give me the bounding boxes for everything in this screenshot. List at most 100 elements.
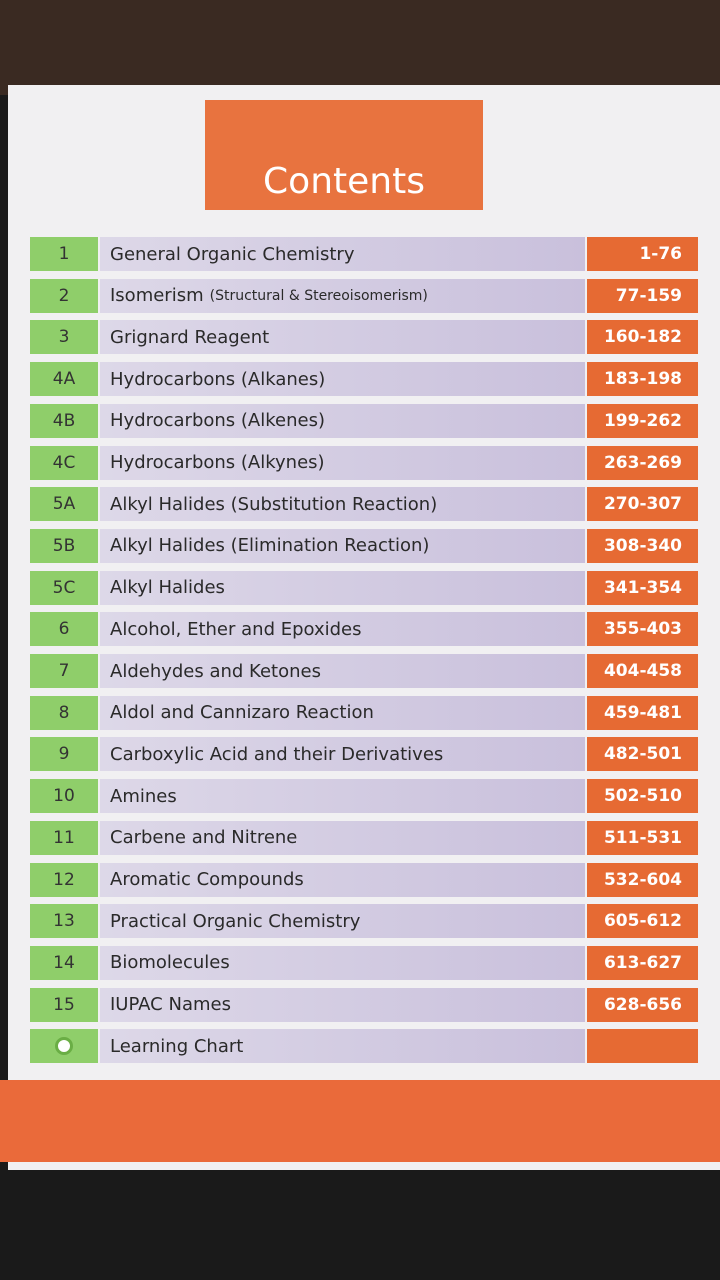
chapter-title: Biomolecules [100,945,585,980]
page-range: 628-656 [587,987,698,1022]
chapter-number: 6 [30,612,98,647]
chapter-name: Aromatic Compounds [110,869,304,890]
table-row: 4C Hydrocarbons (Alkynes) 263-269 [30,445,698,480]
chapter-subtitle: (Structural & Stereoisomerism) [209,287,428,304]
page-range: 605-612 [587,904,698,939]
chapter-title: Hydrocarbons (Alkenes) [100,403,585,438]
chapter-title: Amines [100,779,585,814]
chapter-number: 10 [30,779,98,814]
chapter-title: Isomerism (Structural & Stereoisomerism) [100,278,585,313]
table-row: 9 Carboxylic Acid and their Derivatives 48… [30,737,698,772]
table-row: 13 Practical Organic Chemistry 605-612 [30,904,698,939]
chapter-number: 12 [30,862,98,897]
table-row: 6 Alcohol, Ether and Epoxides 355-403 [30,612,698,647]
chapter-name: Aldol and Cannizaro Reaction [110,702,374,724]
table-row: 2 Isomerism (Structural & Stereoisomerism)… [30,278,698,313]
page-range: 308-340 [587,528,698,563]
header: Contents [205,100,483,210]
chapter-number: 15 [30,987,98,1022]
chapter-title: Alkyl Halides [100,570,585,605]
footer-band [0,1080,720,1162]
chapter-number: 7 [30,654,98,688]
chapter-number: 4C [30,445,98,480]
table-row: 4A Hydrocarbons (Alkanes) 183-198 [30,362,698,397]
table-row: 15 IUPAC Names 628-656 [30,987,698,1022]
chapter-number: 1 [30,237,98,271]
chapter-name: Isomerism [110,285,204,307]
chapter-title: IUPAC Names [100,987,585,1022]
page-range: 532-604 [587,862,698,897]
chapter-number: 9 [30,737,98,772]
page-range: 459-481 [587,695,698,730]
page-range: 270-307 [587,487,698,522]
table-row: 12 Aromatic Compounds 532-604 [30,862,698,897]
page-range: 77-159 [587,278,698,313]
page-range: 355-403 [587,612,698,647]
chapter-name: General Organic Chemistry [110,243,355,265]
table-row: 10 Amines 502-510 [30,779,698,814]
chapter-title: Alcohol, Ether and Epoxides [100,612,585,647]
chapter-number: 11 [30,820,98,855]
page-range: 482-501 [587,737,698,772]
page-range: 199-262 [587,403,698,438]
chapter-name: Alkyl Halides (Elimination Reaction) [110,535,430,557]
chapter-number: 4B [30,403,98,438]
chapter-number: 8 [30,695,98,730]
chapter-title: Carboxylic Acid and their Derivatives [100,737,585,772]
page-range: 502-510 [587,779,698,814]
chapter-title: Hydrocarbons (Alkynes) [100,445,585,480]
table-row: 5B Alkyl Halides (Elimination Reaction) 30… [30,528,698,563]
table-row: 8 Aldol and Cannizaro Reaction 459-481 [30,695,698,730]
chapter-name: Learning Chart [110,1035,244,1057]
table-row: 4B Hydrocarbons (Alkenes) 199-262 [30,403,698,438]
table-row: Learning Chart [30,1029,698,1064]
chapter-number: 5B [30,528,98,563]
chapter-title: Grignard Reagent [100,320,585,355]
chapter-number: 4A [30,362,98,397]
table-row: 5A Alkyl Halides (Substitution Reaction) 2… [30,487,698,522]
table-row: 5C Alkyl Halides 341-354 [30,570,698,605]
table-row: 1 General Organic Chemistry 1-76 [30,237,698,271]
chapter-number: 5C [30,570,98,605]
chapter-name: Carboxylic Acid and their Derivatives [110,743,444,765]
table-row: 14 Biomolecules 613-627 [30,945,698,980]
page-range: 404-458 [587,654,698,688]
chapter-title: Aromatic Compounds [100,862,585,897]
chapter-name: Biomolecules [110,952,230,974]
table-row: 11 Carbene and Nitrene 511-531 [30,820,698,855]
table-row: 3 Grignard Reagent 160-182 [30,320,698,355]
page-range: 1-76 [587,237,698,271]
chapter-name: Hydrocarbons (Alkynes) [110,452,325,473]
chapter-title: Alkyl Halides (Substitution Reaction) [100,487,585,522]
chapter-title: Carbene and Nitrene [100,820,585,855]
chapter-number: 13 [30,904,98,939]
page-range: 160-182 [587,320,698,355]
chapter-name: Grignard Reagent [110,326,270,348]
chapter-name: Hydrocarbons (Alkenes) [110,410,325,432]
page-range [587,1029,698,1064]
chapter-name: Hydrocarbons (Alkanes) [110,368,326,390]
chapter-title: Aldol and Cannizaro Reaction [100,695,585,730]
chapter-name: IUPAC Names [110,994,231,1016]
table-row: 7 Aldehydes and Ketones 404-458 [30,654,698,688]
page-range: 613-627 [587,945,698,980]
chapter-title: Alkyl Halides (Elimination Reaction) [100,528,585,563]
chapter-name: Alkyl Halides (Substitution Reaction) [110,493,438,515]
page-range: 511-531 [587,820,698,855]
chapter-name: Amines [110,785,177,807]
chapter-number: 2 [30,278,98,313]
chapter-number: 3 [30,320,98,355]
page-range: 341-354 [587,570,698,605]
background [0,0,720,95]
chapter-name: Alkyl Halides [110,577,225,599]
chapter-name: Carbene and Nitrene [110,827,298,849]
chapter-number: 14 [30,945,98,980]
chapter-title: Learning Chart [100,1029,585,1064]
title: Contents [263,161,425,202]
chapter-title: Aldehydes and Ketones [100,654,585,688]
chapter-number [30,1029,98,1064]
page-range: 183-198 [587,362,698,397]
chapter-title: Practical Organic Chemistry [100,904,585,939]
bullet-icon [55,1037,73,1056]
